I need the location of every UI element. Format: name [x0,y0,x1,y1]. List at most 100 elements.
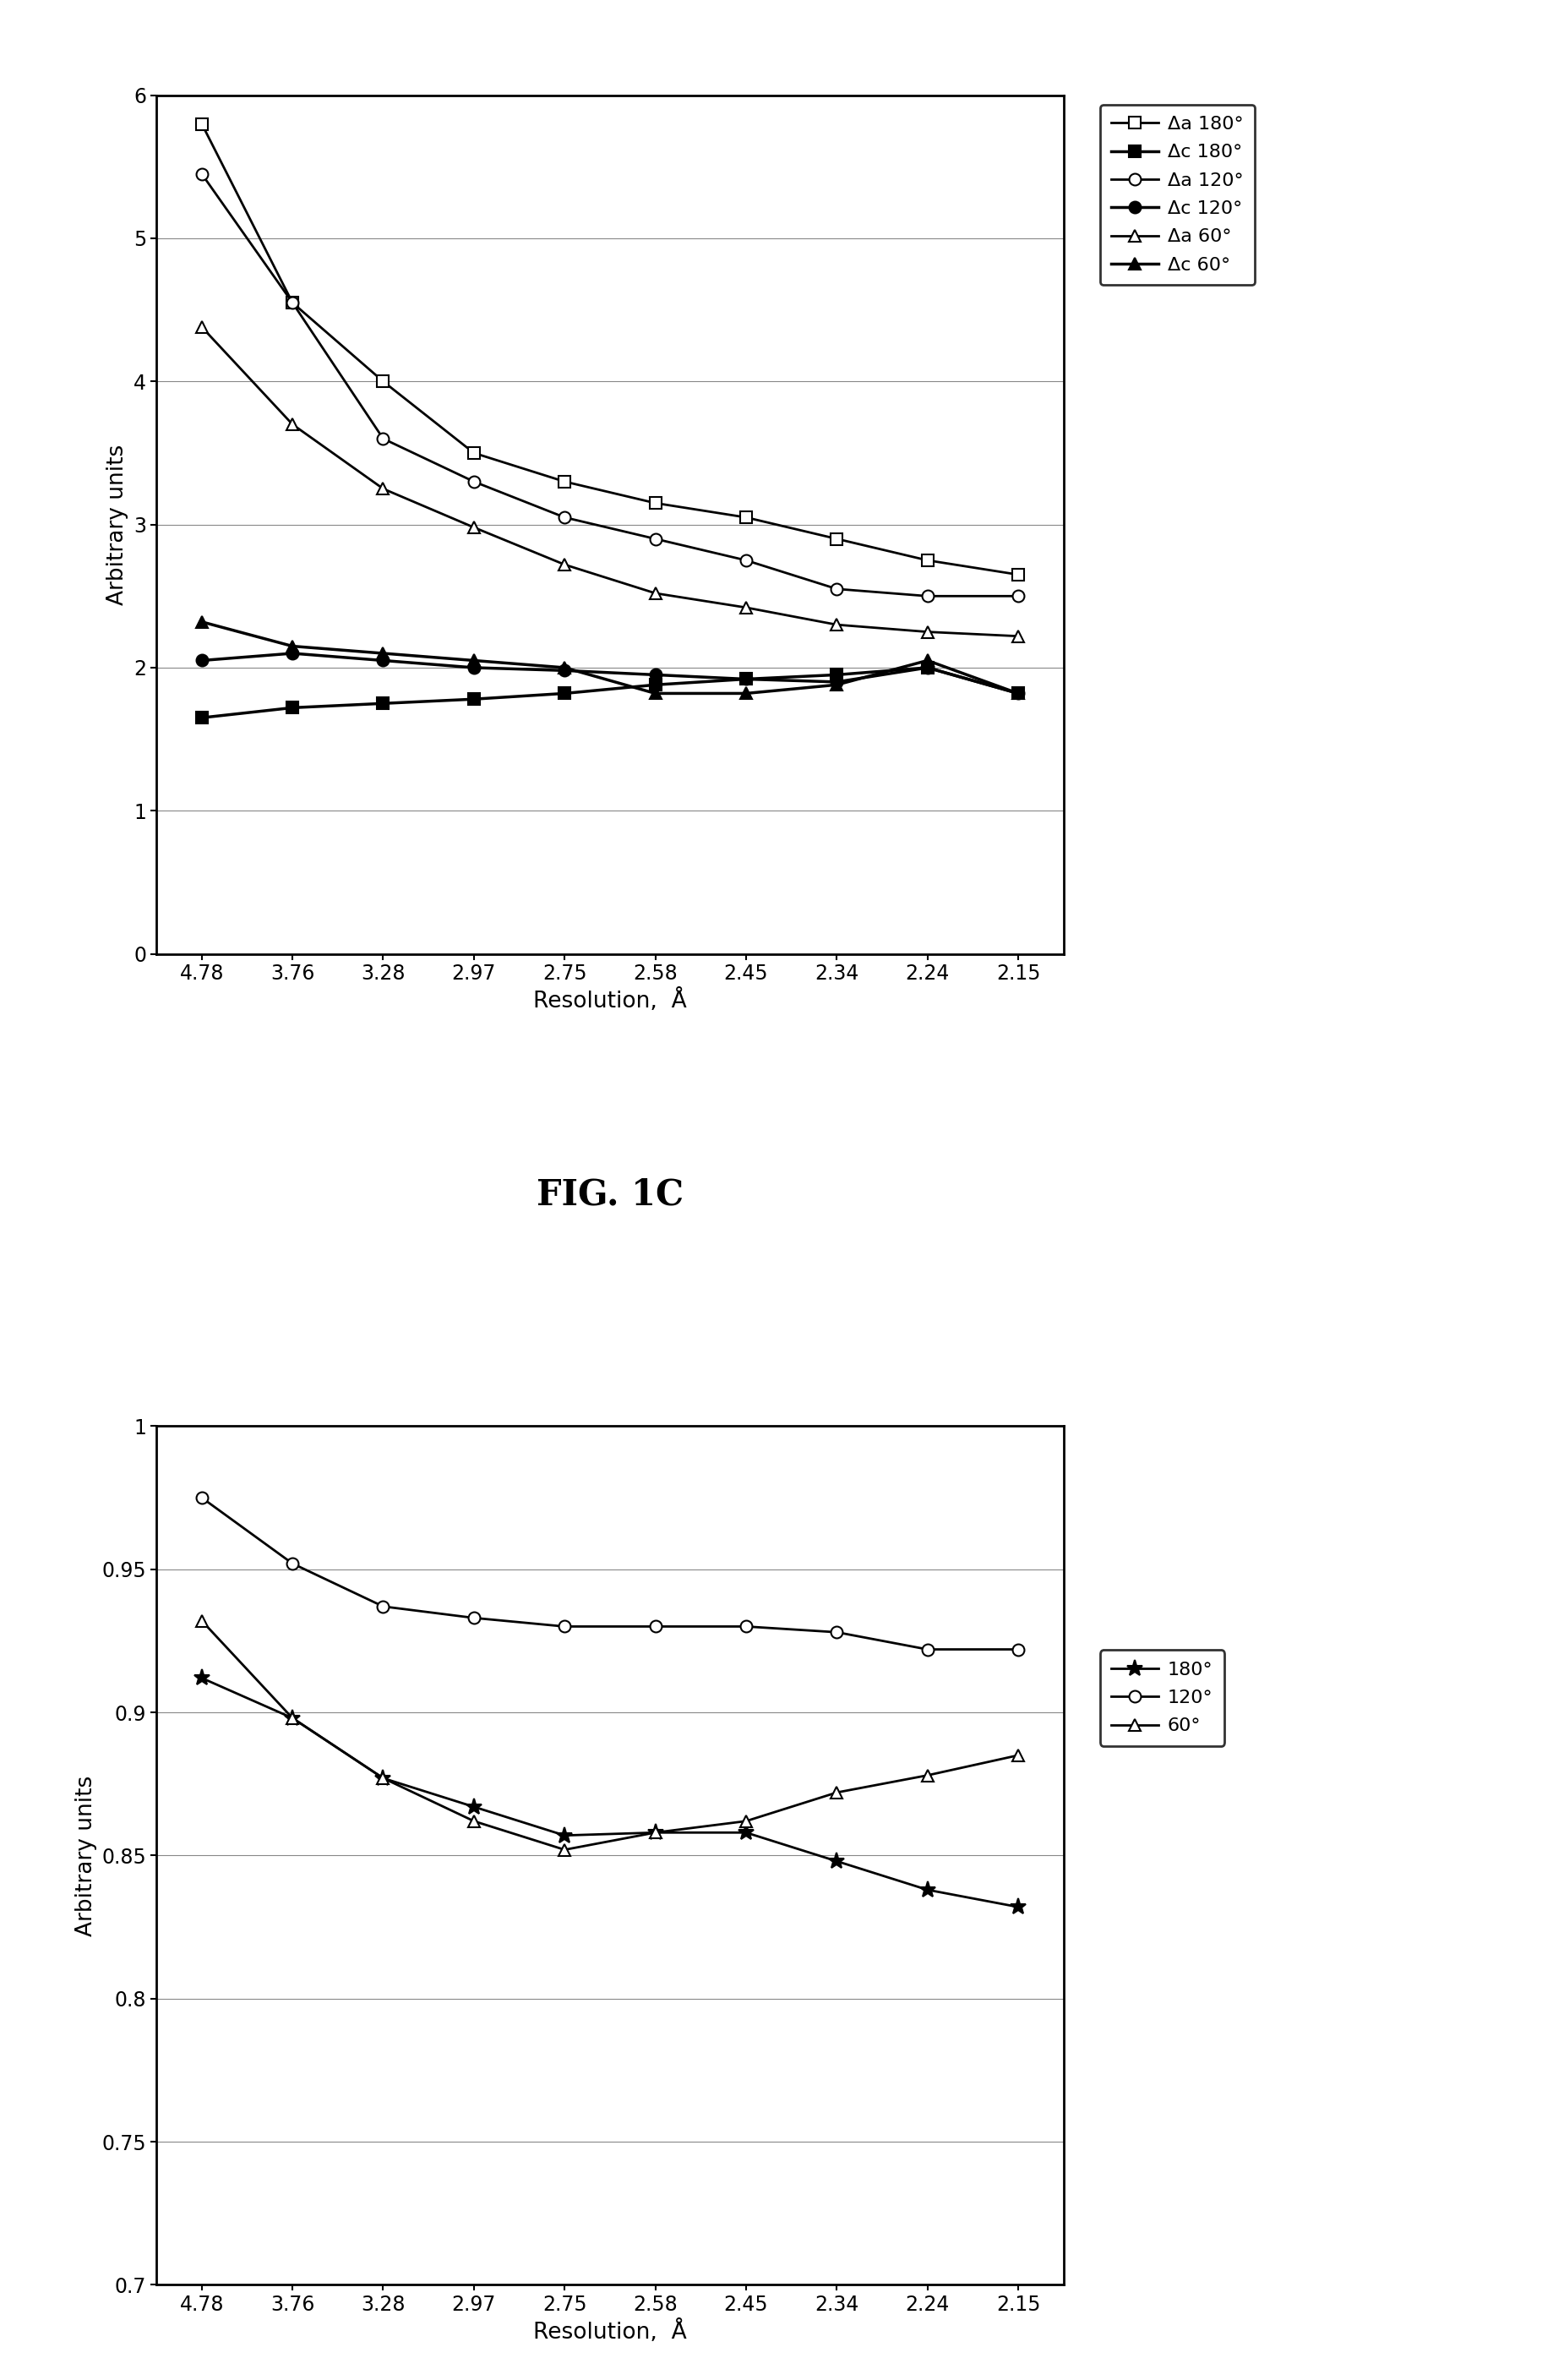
Δa 120° [827,574,846,602]
Δa 60° [827,609,846,638]
Δc 60° [192,607,211,635]
Δa 120° [646,524,665,552]
120° [918,1635,937,1664]
Δc 60° [737,678,755,707]
Δa 60° [918,616,937,645]
Δa 180° [827,524,846,552]
Line: Δa 120°: Δa 120° [196,169,1024,602]
Line: 180°: 180° [194,1671,1026,1916]
Δc 120° [918,655,937,683]
Δa 180° [192,109,211,138]
Line: 60°: 60° [196,1616,1024,1856]
Δa 120° [192,159,211,188]
Legend: 180°, 120°, 60°: 180°, 120°, 60° [1099,1649,1225,1747]
Δa 60° [465,514,483,543]
Δc 180° [192,704,211,733]
Line: Δa 60°: Δa 60° [196,321,1024,643]
Δc 120° [555,657,574,685]
Δc 180° [1009,678,1028,707]
60° [827,1778,846,1806]
Δa 60° [555,550,574,578]
120° [646,1611,665,1640]
120° [737,1611,755,1640]
Line: Δa 180°: Δa 180° [196,119,1024,581]
180° [918,1875,937,1904]
60° [555,1835,574,1864]
Text: FIG. 1C: FIG. 1C [536,1176,683,1211]
Δa 180° [918,545,937,574]
180° [465,1792,483,1821]
Δc 120° [827,669,846,697]
180° [555,1821,574,1849]
Legend: Δa 180°, Δc 180°, Δa 120°, Δc 120°, Δa 60°, Δc 60°: Δa 180°, Δc 180°, Δa 120°, Δc 120°, Δa 6… [1099,105,1254,286]
Δc 60° [555,655,574,683]
Δc 180° [646,671,665,700]
Δc 60° [918,647,937,676]
60° [192,1607,211,1635]
60° [1009,1742,1028,1771]
Δa 120° [918,581,937,609]
180° [646,1818,665,1847]
Δa 180° [283,288,302,317]
Δc 120° [192,647,211,676]
Δc 180° [555,678,574,707]
Δc 60° [374,640,393,669]
120° [283,1549,302,1578]
Δa 180° [1009,559,1028,588]
Line: Δc 120°: Δc 120° [196,647,1024,700]
120° [192,1483,211,1511]
Δc 120° [374,647,393,676]
Line: Δc 180°: Δc 180° [196,662,1024,724]
Δc 120° [1009,678,1028,707]
Δa 180° [465,438,483,466]
Δa 60° [283,409,302,438]
Δc 180° [283,693,302,721]
60° [918,1761,937,1790]
180° [827,1847,846,1875]
180° [374,1764,393,1792]
Δa 120° [374,424,393,452]
Δa 60° [737,593,755,621]
Δa 120° [1009,581,1028,609]
Δc 120° [646,662,665,690]
180° [737,1818,755,1847]
Δa 120° [283,288,302,317]
180° [1009,1892,1028,1921]
X-axis label: Resolution,  Å: Resolution, Å [533,2320,687,2344]
Δc 60° [827,671,846,700]
120° [374,1592,393,1621]
Δa 180° [555,466,574,495]
Δa 180° [737,502,755,531]
Δc 120° [283,640,302,669]
60° [374,1764,393,1792]
Δa 120° [555,502,574,531]
Δc 120° [465,655,483,683]
Δc 60° [283,633,302,662]
Δc 180° [737,664,755,693]
Line: 120°: 120° [196,1492,1024,1654]
X-axis label: Resolution,  Å: Resolution, Å [533,988,687,1012]
120° [555,1611,574,1640]
Δc 60° [1009,678,1028,707]
Δc 180° [918,655,937,683]
60° [737,1806,755,1835]
Δc 60° [465,647,483,676]
120° [465,1604,483,1633]
Δc 120° [737,664,755,693]
180° [283,1704,302,1733]
180° [192,1664,211,1692]
Δa 180° [374,367,393,395]
Δa 60° [374,474,393,502]
Δa 60° [1009,621,1028,650]
Δa 180° [646,488,665,516]
Δa 60° [646,578,665,607]
60° [283,1704,302,1733]
Y-axis label: Arbitrary units: Arbitrary units [75,1775,97,1935]
120° [1009,1635,1028,1664]
Δc 180° [374,690,393,719]
Δa 120° [465,466,483,495]
Δc 180° [827,662,846,690]
Y-axis label: Arbitrary units: Arbitrary units [106,445,128,605]
60° [646,1818,665,1847]
120° [827,1618,846,1647]
